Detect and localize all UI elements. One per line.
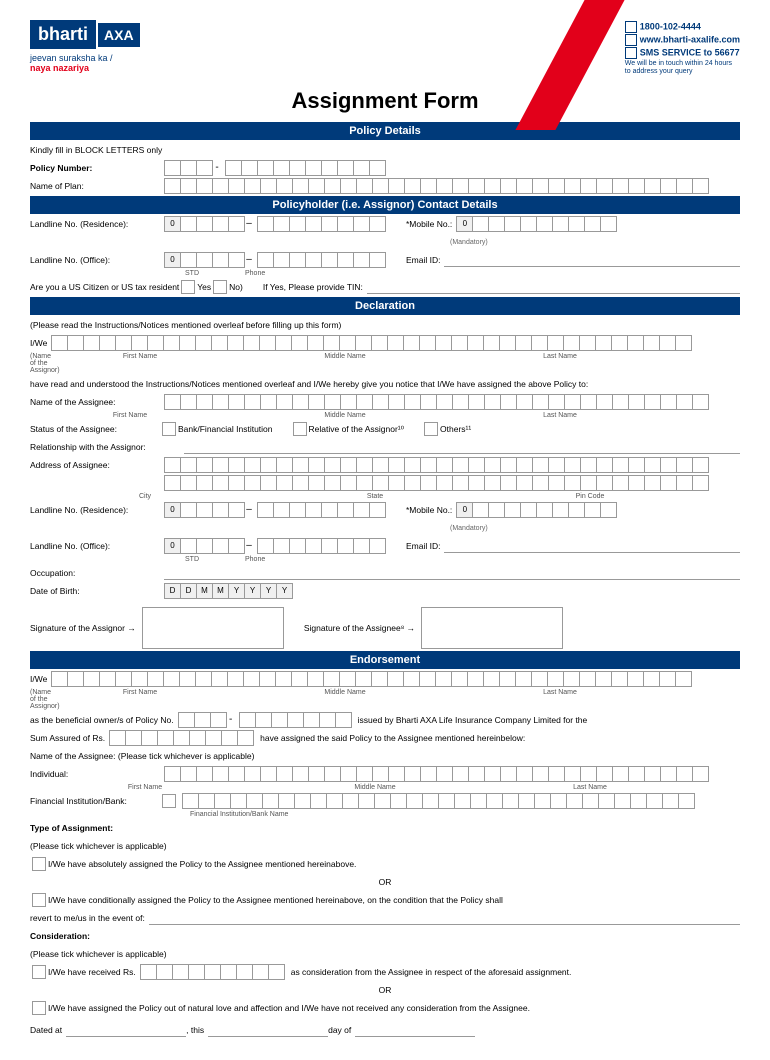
relationship-label: Relationship with the Assignor: <box>30 442 180 452</box>
relative-checkbox[interactable] <box>293 422 307 436</box>
address-label: Address of Assignee: <box>30 460 160 470</box>
dated-place[interactable] <box>66 1024 186 1037</box>
assignee-name-input[interactable] <box>164 394 709 410</box>
mandatory-note: (Mandatory) <box>450 239 488 246</box>
iwe-label: I/We <box>30 338 47 348</box>
sum-assured-label: Sum Assured of Rs. <box>30 733 105 743</box>
natural-checkbox[interactable] <box>32 1001 46 1015</box>
revert-input[interactable] <box>149 912 740 925</box>
sig-assignor-box[interactable] <box>142 607 284 649</box>
name-assignee2-label: Name of the Assignee: (Please tick which… <box>30 751 254 761</box>
sig-assignor-label: Signature of the Assignor → <box>30 623 136 633</box>
name-assignee-label: Name of the Assignee: <box>30 397 160 407</box>
landline-off-label: Landline No. (Office): <box>30 255 160 265</box>
logo-bharti: bharti <box>30 20 96 49</box>
us-citizen-label: Are you a US Citizen or US tax resident <box>30 282 179 292</box>
sig-assignee-label: Signature of the Assignee⁸ → <box>304 623 415 633</box>
contact-block: 1800-102-4444 www.bharti-axalife.com SMS… <box>625 20 740 76</box>
email-input[interactable] <box>444 254 740 267</box>
beneficial-owner: as the beneficial owner/s of Policy No. <box>30 715 174 725</box>
address-input2[interactable] <box>164 475 709 491</box>
decl-text: have read and understood the Instruction… <box>30 379 588 389</box>
section-endorsement: Endorsement <box>30 651 740 669</box>
absolute-checkbox[interactable] <box>32 857 46 871</box>
address-input[interactable] <box>164 457 709 473</box>
form-title: Assignment Form <box>30 88 740 114</box>
fi-bank-checkbox[interactable] <box>162 794 176 808</box>
block-letters-note: Kindly fill in BLOCK LETTERS only <box>30 145 162 155</box>
decl-intro: (Please read the Instructions/Notices me… <box>30 320 341 330</box>
fi-bank-label: Financial Institution/Bank: <box>30 796 160 806</box>
web-icon <box>625 34 637 46</box>
section-declaration: Declaration <box>30 297 740 315</box>
relationship-input[interactable] <box>184 441 740 454</box>
logo-axa: AXA <box>98 23 140 47</box>
occupation-label: Occupation: <box>30 568 160 578</box>
policy-number-input[interactable] <box>164 160 213 176</box>
individual-label: Individual: <box>30 769 160 779</box>
conditional-checkbox[interactable] <box>32 893 46 907</box>
type-assignment-label: Type of Assignment: <box>30 823 113 833</box>
revert-label: revert to me/us in the event of: <box>30 913 145 923</box>
sig-assignee-box[interactable] <box>421 607 563 649</box>
consideration-label: Consideration: <box>30 931 90 941</box>
others-checkbox[interactable] <box>424 422 438 436</box>
section-policy-details: Policy Details <box>30 122 740 140</box>
status-assignee-label: Status of the Assignee: <box>30 424 160 434</box>
received-amount[interactable] <box>140 964 285 980</box>
yes-checkbox[interactable] <box>181 280 195 294</box>
logo-area: bhartiAXA jeevan suraksha ka / naya naza… <box>30 20 150 76</box>
landline-res-phone[interactable] <box>257 216 386 232</box>
assignor-name-input[interactable] <box>51 335 692 351</box>
section-policyholder: Policyholder (i.e. Assignor) Contact Det… <box>30 196 740 214</box>
landline-off-std[interactable]: 0 <box>164 252 245 268</box>
dated-label: Dated at <box>30 1025 62 1035</box>
no-checkbox[interactable] <box>213 280 227 294</box>
received-checkbox[interactable] <box>32 965 46 979</box>
dob-input[interactable]: DDMMYYYY <box>164 583 293 599</box>
mobile-input[interactable]: 0 <box>456 216 617 232</box>
tin-label: If Yes, Please provide TIN: <box>263 282 363 292</box>
header: bhartiAXA jeevan suraksha ka / naya naza… <box>30 20 740 76</box>
dob-label: Date of Birth: <box>30 586 160 596</box>
tagline: jeevan suraksha ka / naya nazariya <box>30 53 150 73</box>
phone-icon <box>625 21 637 33</box>
landline-res-label: Landline No. (Residence): <box>30 219 160 229</box>
landline-off-phone[interactable] <box>257 252 386 268</box>
fi-bank-input[interactable] <box>182 793 695 809</box>
landline-res-std[interactable]: 0 <box>164 216 245 232</box>
individual-input[interactable] <box>164 766 709 782</box>
end-policy-no[interactable] <box>178 712 227 728</box>
bank-checkbox[interactable] <box>162 422 176 436</box>
policy-number-label: Policy Number: <box>30 163 160 173</box>
sum-assured-input[interactable] <box>109 730 254 746</box>
end-assignor-name[interactable] <box>51 671 692 687</box>
name-plan-input[interactable] <box>164 178 709 194</box>
name-plan-label: Name of Plan: <box>30 181 160 191</box>
mobile-label: *Mobile No.: <box>406 219 452 229</box>
sms-icon <box>625 47 637 59</box>
tin-input[interactable] <box>367 281 740 294</box>
occupation-input[interactable] <box>164 567 740 580</box>
email-label: Email ID: <box>406 255 440 265</box>
dated-month[interactable] <box>355 1024 475 1037</box>
dated-day[interactable] <box>208 1024 328 1037</box>
